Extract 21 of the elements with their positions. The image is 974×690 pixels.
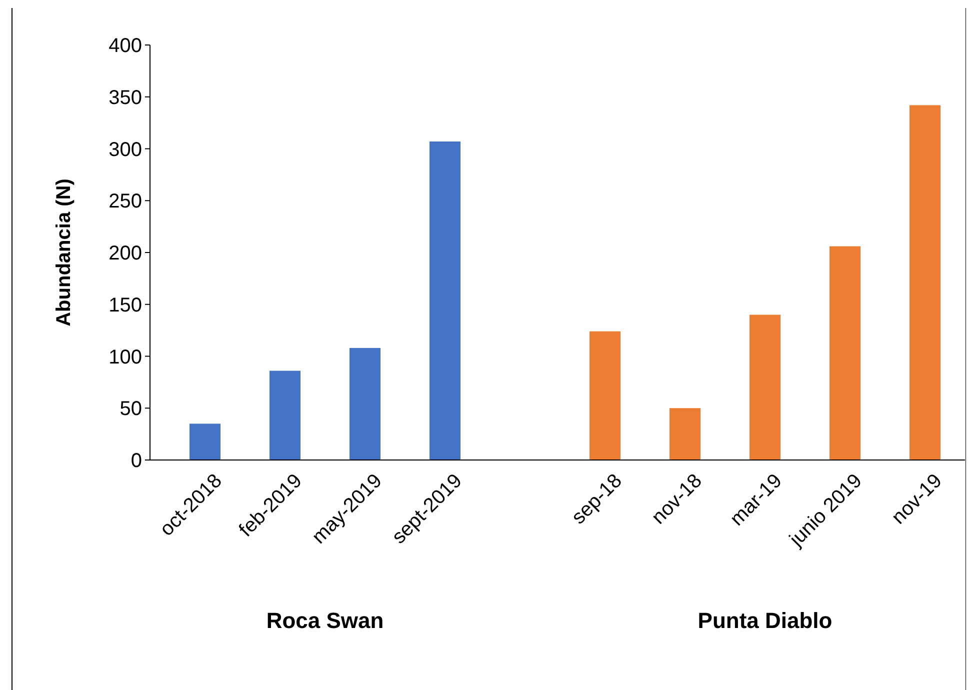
bar [910,105,940,460]
y-axis-title: Abundancia (N) [53,178,75,326]
bar [590,331,620,460]
y-tick-label: 0 [130,450,142,472]
bar [430,141,460,460]
y-tick-label: 350 [108,86,142,109]
y-tick-label: 50 [120,398,142,420]
bar [750,314,780,460]
bar [830,246,860,460]
y-tick-label: 100 [108,346,142,368]
bar [350,348,380,460]
y-tick-label: 150 [108,294,142,316]
bar [670,408,700,460]
y-tick-label: 250 [108,190,142,213]
bar [270,370,300,460]
y-tick-label: 300 [108,138,142,161]
y-tick-label: 200 [108,242,142,264]
bar [190,424,220,460]
y-tick-label: 400 [108,35,142,57]
text: Punta Diablo [698,608,832,633]
text: Roca Swan [266,608,384,633]
